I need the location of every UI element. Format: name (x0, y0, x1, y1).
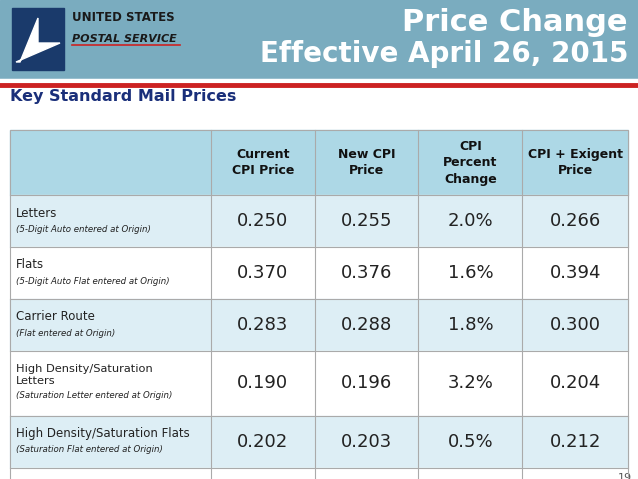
Bar (0, 0, 638, 80)
Bar (10, 299, 628, 351)
Text: (Flat entered at Origin): (Flat entered at Origin) (16, 329, 115, 338)
Bar (10, 130, 628, 479)
Text: 0.376: 0.376 (341, 264, 392, 282)
Text: New CPI
Price: New CPI Price (338, 148, 396, 177)
Text: 0.266: 0.266 (549, 212, 601, 230)
Text: 0.202: 0.202 (237, 433, 288, 451)
Text: High Density/Saturation Flats: High Density/Saturation Flats (16, 427, 189, 441)
Text: 0.196: 0.196 (341, 375, 392, 392)
Text: CPI
Percent
Change: CPI Percent Change (443, 139, 498, 185)
Text: 0.250: 0.250 (237, 212, 288, 230)
Text: (Saturation Flat entered at Origin): (Saturation Flat entered at Origin) (16, 445, 163, 455)
Text: Letters: Letters (16, 376, 56, 387)
Text: 0.370: 0.370 (237, 264, 288, 282)
Bar (10, 247, 628, 299)
Text: 0.394: 0.394 (549, 264, 601, 282)
Bar (10, 130, 628, 195)
Text: Letters: Letters (16, 206, 57, 219)
Bar (12, 8, 64, 70)
Text: 2.0%: 2.0% (448, 212, 493, 230)
Text: (5-Digit Auto Flat entered at Origin): (5-Digit Auto Flat entered at Origin) (16, 276, 170, 285)
Text: Flats: Flats (16, 259, 44, 272)
Text: 19: 19 (618, 473, 632, 479)
Text: Current
CPI Price: Current CPI Price (232, 148, 294, 177)
Text: 1.8%: 1.8% (448, 316, 493, 334)
Text: 0.204: 0.204 (549, 375, 601, 392)
Bar (10, 416, 628, 468)
Text: Price Change: Price Change (403, 8, 628, 37)
Text: POSTAL SERVICE: POSTAL SERVICE (72, 34, 177, 44)
Text: 0.190: 0.190 (237, 375, 288, 392)
Text: 0.283: 0.283 (237, 316, 288, 334)
Bar (10, 351, 628, 416)
Text: 0.255: 0.255 (341, 212, 392, 230)
Text: 3.2%: 3.2% (447, 375, 493, 392)
Text: 1.6%: 1.6% (448, 264, 493, 282)
Text: 0.5%: 0.5% (448, 433, 493, 451)
Text: CPI + Exigent
Price: CPI + Exigent Price (528, 148, 623, 177)
Text: Key Standard Mail Prices: Key Standard Mail Prices (10, 89, 236, 104)
Text: 0.300: 0.300 (550, 316, 600, 334)
Bar (10, 468, 628, 479)
Polygon shape (16, 18, 60, 62)
Text: UNITED STATES: UNITED STATES (72, 11, 175, 24)
Text: 0.288: 0.288 (341, 316, 392, 334)
Text: 0.203: 0.203 (341, 433, 392, 451)
Text: High Density/Saturation: High Density/Saturation (16, 365, 152, 375)
Text: (Saturation Letter entered at Origin): (Saturation Letter entered at Origin) (16, 391, 172, 400)
Text: Carrier Route: Carrier Route (16, 310, 95, 323)
Text: 0.212: 0.212 (549, 433, 601, 451)
Text: (5-Digit Auto entered at Origin): (5-Digit Auto entered at Origin) (16, 225, 151, 233)
Text: Effective April 26, 2015: Effective April 26, 2015 (260, 40, 628, 68)
Bar (10, 195, 628, 247)
